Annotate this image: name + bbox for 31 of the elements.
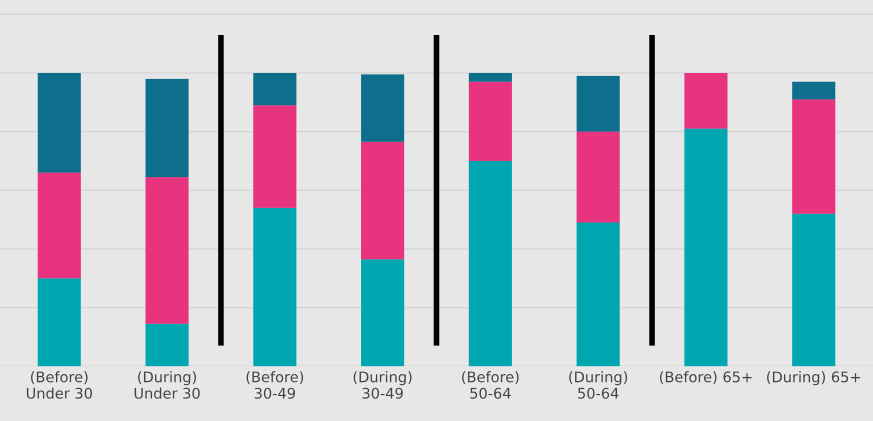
bar bbox=[468, 72, 512, 82]
bar bbox=[253, 208, 296, 366]
bar bbox=[792, 82, 836, 100]
bar bbox=[253, 105, 296, 208]
x-tick-label: (Before) 30-49 bbox=[246, 371, 304, 399]
bar bbox=[684, 128, 728, 366]
bar bbox=[576, 222, 620, 366]
bar bbox=[576, 132, 620, 223]
bar bbox=[253, 72, 296, 106]
x-tick-label: (Before) 50-64 bbox=[462, 371, 519, 399]
bar bbox=[38, 278, 81, 366]
x-tick-label: (During) 30-49 bbox=[354, 371, 412, 399]
bar bbox=[146, 78, 189, 178]
bar bbox=[792, 214, 836, 366]
x-tick-label: (Before) Under 30 bbox=[26, 371, 92, 399]
bar bbox=[684, 72, 728, 129]
x-tick-label: (During) 50-64 bbox=[569, 371, 628, 399]
bar bbox=[146, 177, 189, 324]
bar bbox=[38, 172, 81, 278]
bar bbox=[146, 324, 189, 366]
bar bbox=[792, 99, 836, 214]
bar bbox=[361, 74, 404, 142]
bar bbox=[468, 160, 512, 366]
x-tick-label: (During) 65+ bbox=[767, 371, 860, 386]
x-tick-label: (Before) 65+ bbox=[660, 371, 752, 384]
bar bbox=[361, 259, 404, 366]
x-tick-label: (During) Under 30 bbox=[134, 371, 200, 399]
bar bbox=[38, 72, 81, 173]
bar bbox=[576, 76, 620, 132]
bar bbox=[361, 142, 404, 260]
bar bbox=[468, 82, 512, 161]
